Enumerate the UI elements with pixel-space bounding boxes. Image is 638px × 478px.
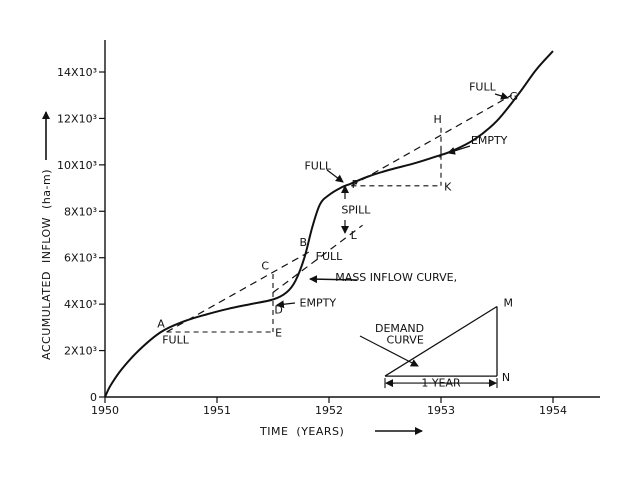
y-tick-label: 0	[90, 391, 97, 404]
full-f-arrow	[326, 169, 344, 183]
x-tick-label: 1953	[427, 404, 455, 417]
x-axis-title: TIME (YEARS)	[259, 425, 344, 438]
x-ticks: 1950 1951 1952 1953 1954	[91, 397, 567, 417]
x-tick-label: 1950	[91, 404, 119, 417]
annotation-M: M	[503, 296, 513, 309]
grid-layer	[166, 94, 512, 389]
annotation-F: F	[352, 178, 358, 191]
annotation-mass-label: MASS INFLOW CURVE,	[335, 271, 457, 284]
axes	[104, 40, 600, 398]
y-axis-title: ACCUMULATED INFLOW (ha-m)	[40, 169, 53, 360]
y-tick-label: 12X10³	[57, 112, 97, 125]
demand-line	[351, 94, 512, 187]
annotation-H: H	[433, 113, 441, 126]
mass-inflow-curve	[104, 50, 554, 398]
annotation-full-f: FULL	[304, 160, 332, 173]
annotation-layer: A FULL B FULL C DE EMPTY MASS INFLOW CURVE, F FUL…	[157, 81, 518, 390]
annotation-G: G	[510, 90, 519, 103]
y-tick-label: 10X10³	[57, 159, 97, 172]
full-g-arrow	[494, 92, 509, 100]
annotation-A: A	[157, 317, 165, 330]
annotation-K: K	[444, 180, 452, 193]
x-tick-label: 1954	[539, 404, 567, 417]
annotation-E: E	[275, 327, 282, 340]
annotation-empty-j: EMPTY	[471, 134, 508, 147]
annotation-N: N	[502, 371, 510, 384]
annotation-full-a: FULL	[162, 334, 190, 347]
annotation-D: D	[274, 303, 282, 316]
annotation-B: B	[299, 236, 307, 249]
annotation-C: C	[261, 259, 269, 272]
y-tick-label: 2X10³	[64, 345, 97, 358]
demand-line	[272, 224, 363, 293]
series-layer	[104, 50, 554, 398]
annotation-full-b: FULL	[316, 250, 344, 263]
y-ticks: 0 2X10³ 4X10³ 6X10³ 8X10³ 10X10³ 12X10³ 14X10³	[57, 66, 105, 404]
arrows	[42, 92, 509, 435]
annotation-demand-1: DEMAND	[375, 322, 424, 335]
annotation-spill: SPILL	[341, 204, 371, 217]
annotation-demand-2: CURVE	[387, 334, 424, 347]
x-tick-label: 1951	[203, 404, 231, 417]
y-tick-label: 6X10³	[64, 252, 97, 265]
y-tick-label: 8X10³	[64, 205, 97, 218]
annotation-one-year: 1 YEAR	[421, 377, 461, 390]
x-tick-label: 1952	[315, 404, 343, 417]
annotation-full-g: FULL	[469, 81, 497, 94]
y-tick-label: 14X10³	[57, 66, 97, 79]
y-tick-label: 4X10³	[64, 298, 97, 311]
demand-pointer-arrow	[359, 335, 419, 367]
annotation-J: J	[438, 146, 442, 159]
mass-curve-arrow	[309, 275, 358, 284]
annotation-L: L	[351, 229, 358, 242]
annotation-empty-d: EMPTY	[300, 296, 337, 309]
demand-triangle-hypotenuse	[384, 305, 498, 377]
empty-d-arrow	[276, 300, 296, 309]
empty-j-arrow	[447, 145, 471, 155]
